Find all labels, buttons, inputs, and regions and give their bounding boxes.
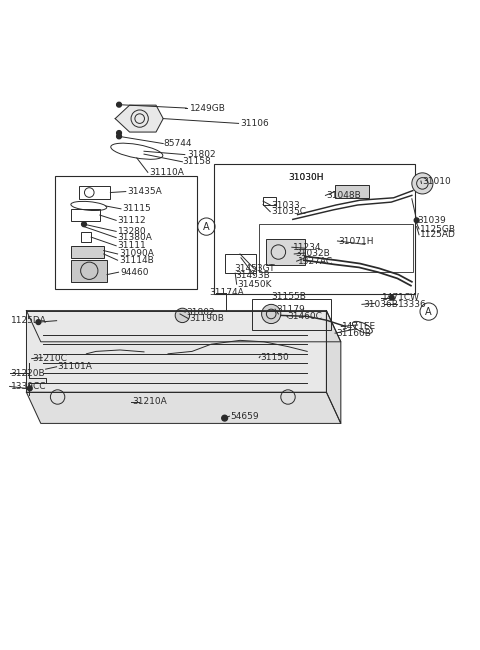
Bar bbox=[71, 260, 107, 282]
Text: 31460C: 31460C bbox=[287, 312, 322, 321]
Text: 31112: 31112 bbox=[118, 216, 146, 225]
Polygon shape bbox=[326, 311, 341, 423]
Circle shape bbox=[27, 386, 32, 391]
Polygon shape bbox=[26, 311, 326, 392]
Bar bbox=[79, 186, 110, 200]
Text: 31033: 31033 bbox=[271, 200, 300, 209]
Circle shape bbox=[222, 415, 228, 421]
Text: 1471CW: 1471CW bbox=[382, 293, 420, 302]
Text: 31110A: 31110A bbox=[149, 168, 184, 177]
Bar bbox=[71, 209, 100, 221]
Bar bbox=[266, 239, 305, 265]
Text: 31032B: 31032B bbox=[295, 250, 330, 259]
Circle shape bbox=[117, 134, 121, 138]
Polygon shape bbox=[26, 311, 341, 342]
Text: 1327AC: 1327AC bbox=[298, 257, 333, 266]
Text: 31220B: 31220B bbox=[11, 369, 45, 378]
Bar bbox=[81, 232, 91, 242]
Circle shape bbox=[414, 218, 419, 223]
Text: 31450K: 31450K bbox=[238, 280, 272, 289]
Text: A: A bbox=[425, 307, 432, 317]
Text: 13336: 13336 bbox=[398, 300, 427, 309]
Text: 31090A: 31090A bbox=[119, 250, 154, 259]
Text: 31115: 31115 bbox=[122, 204, 151, 213]
Bar bbox=[71, 246, 104, 258]
Text: 31106: 31106 bbox=[240, 119, 269, 128]
Text: 1471EE: 1471EE bbox=[342, 322, 376, 331]
Polygon shape bbox=[26, 392, 341, 423]
Text: 1125AD: 1125AD bbox=[420, 230, 456, 239]
Text: 31158: 31158 bbox=[182, 157, 211, 166]
Text: 31010: 31010 bbox=[422, 177, 451, 185]
Circle shape bbox=[389, 295, 394, 300]
Bar bbox=[259, 224, 413, 272]
Text: A: A bbox=[203, 222, 210, 231]
Text: 31174A: 31174A bbox=[209, 289, 243, 297]
Bar bbox=[55, 176, 197, 289]
Text: 31035C: 31035C bbox=[271, 207, 306, 216]
Text: 94460: 94460 bbox=[120, 268, 148, 277]
Text: 1249GB: 1249GB bbox=[190, 103, 226, 112]
Text: 31039: 31039 bbox=[418, 216, 446, 225]
Text: 11234: 11234 bbox=[293, 242, 321, 252]
Bar bbox=[225, 254, 256, 273]
Text: 31030H: 31030H bbox=[288, 173, 324, 181]
Text: 31155B: 31155B bbox=[271, 292, 306, 301]
Text: 31114B: 31114B bbox=[119, 255, 154, 265]
Text: 31190B: 31190B bbox=[190, 314, 225, 323]
Text: 31453B: 31453B bbox=[235, 271, 270, 280]
Text: 31048B: 31048B bbox=[326, 191, 361, 200]
Text: 31380A: 31380A bbox=[118, 233, 153, 242]
Text: 85744: 85744 bbox=[163, 139, 192, 148]
Text: 31030H: 31030H bbox=[288, 173, 324, 181]
Bar bbox=[263, 198, 276, 205]
Bar bbox=[335, 185, 369, 198]
Text: 13280: 13280 bbox=[118, 227, 146, 236]
Text: 31071H: 31071H bbox=[338, 237, 374, 246]
Text: 1339CC: 1339CC bbox=[11, 382, 46, 391]
Text: 31210A: 31210A bbox=[132, 397, 167, 406]
Circle shape bbox=[117, 102, 121, 107]
Text: 31101A: 31101A bbox=[58, 362, 93, 371]
Bar bbox=[214, 164, 415, 294]
Text: 31453GT: 31453GT bbox=[234, 265, 275, 274]
Text: 31160B: 31160B bbox=[336, 329, 371, 337]
Circle shape bbox=[36, 320, 41, 324]
Text: 54659: 54659 bbox=[230, 411, 259, 421]
Bar bbox=[252, 298, 331, 330]
Text: 31036B: 31036B bbox=[363, 300, 398, 309]
Circle shape bbox=[82, 222, 86, 227]
Text: 1125DA: 1125DA bbox=[11, 316, 46, 325]
Text: 31802: 31802 bbox=[187, 150, 216, 159]
Text: 1125GB: 1125GB bbox=[420, 224, 456, 233]
Circle shape bbox=[117, 131, 121, 135]
Text: 31179: 31179 bbox=[276, 305, 305, 314]
Polygon shape bbox=[115, 105, 163, 132]
Text: 31150: 31150 bbox=[260, 353, 289, 362]
Circle shape bbox=[262, 304, 281, 324]
Text: 31210C: 31210C bbox=[33, 354, 68, 363]
Circle shape bbox=[175, 308, 190, 322]
Circle shape bbox=[412, 173, 433, 194]
Text: 31111: 31111 bbox=[118, 241, 146, 250]
Text: 31802: 31802 bbox=[186, 307, 215, 317]
Text: 31435A: 31435A bbox=[127, 187, 162, 196]
